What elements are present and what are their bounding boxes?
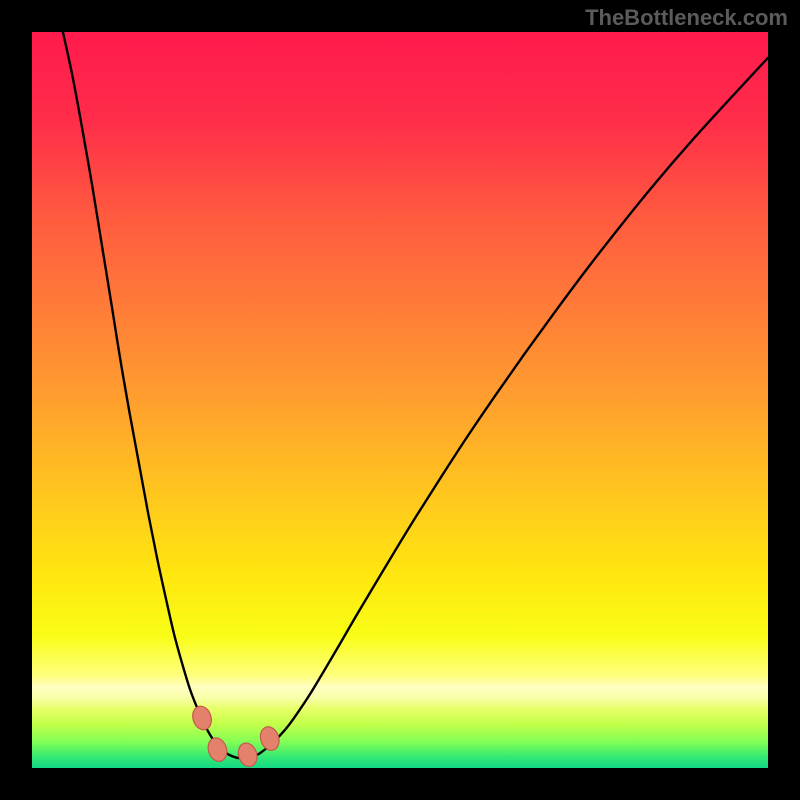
plot-background-gradient: [32, 32, 768, 768]
bottleneck-chart: [0, 0, 800, 800]
chart-container: TheBottleneck.com: [0, 0, 800, 800]
attribution-text: TheBottleneck.com: [585, 5, 788, 31]
